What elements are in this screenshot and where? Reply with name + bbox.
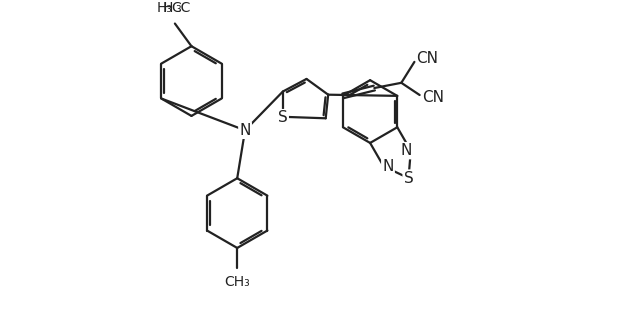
Text: H: H bbox=[163, 1, 173, 15]
Text: N: N bbox=[382, 159, 394, 174]
Text: ₃C: ₃C bbox=[175, 1, 190, 15]
Text: N: N bbox=[239, 123, 251, 138]
Text: CN: CN bbox=[417, 51, 438, 66]
Text: S: S bbox=[404, 170, 413, 185]
Text: N: N bbox=[401, 143, 412, 158]
Text: S: S bbox=[278, 110, 288, 125]
Text: CH₃: CH₃ bbox=[225, 275, 250, 289]
Text: CN: CN bbox=[422, 90, 444, 105]
Text: H₃C: H₃C bbox=[157, 1, 182, 15]
